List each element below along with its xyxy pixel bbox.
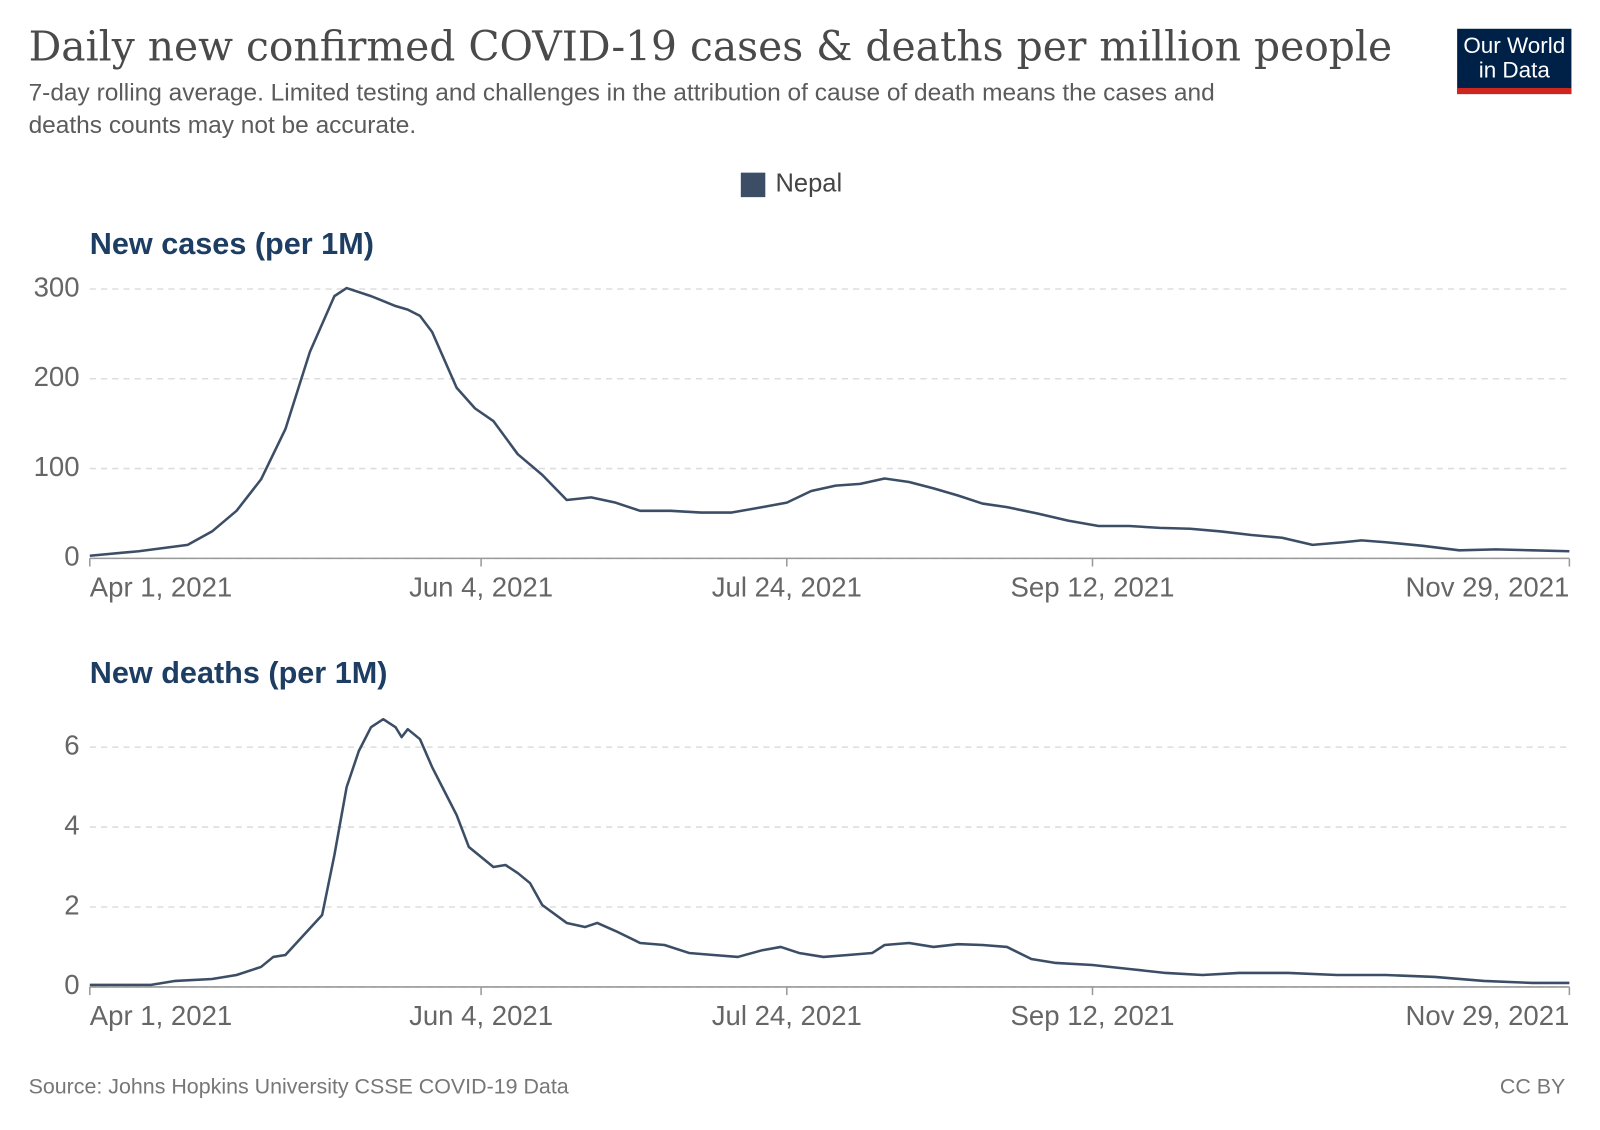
- x-tick-label: Jul 24, 2021: [712, 1000, 862, 1031]
- subtitle: deaths counts may not be accurate.: [29, 112, 417, 139]
- source: Source: Johns Hopkins University CSSE CO…: [29, 1075, 569, 1099]
- data-line: [89, 717, 1570, 987]
- logo-text: Our World: [1463, 33, 1565, 58]
- x-tick-label: Nov 29, 2021: [1406, 571, 1570, 602]
- logo: Our World in Data: [1457, 28, 1572, 95]
- x-tick-label: Apr 1, 2021: [90, 571, 232, 602]
- y-tick-label: 0: [64, 969, 79, 1000]
- y-tick-label: 300: [34, 271, 80, 302]
- y-tick-label: 0: [64, 541, 79, 572]
- chart-title: Daily new confirmed COVID-19 cases & dea…: [29, 23, 1393, 71]
- y-tick-label: 2: [64, 889, 79, 920]
- logo-bar: [1457, 87, 1572, 95]
- legend-label: Nepal: [776, 170, 843, 198]
- x-tick-label: Jun 4, 2021: [409, 571, 553, 602]
- logo-box: [1457, 28, 1572, 95]
- subchart-title: New deaths (per 1M): [90, 656, 388, 690]
- y-tick-label: 4: [64, 809, 79, 840]
- y-tick-label: 100: [34, 451, 80, 482]
- logo-text: in Data: [1479, 58, 1551, 83]
- subchart-title: New cases (per 1M): [90, 227, 374, 261]
- y-tick-label: 6: [64, 729, 79, 760]
- x-tick-label: Sep 12, 2021: [1011, 1000, 1175, 1031]
- data-line: [89, 286, 1570, 557]
- x-tick-label: Jul 24, 2021: [712, 571, 862, 602]
- subtitle: 7-day rolling average. Limited testing a…: [29, 80, 1215, 107]
- x-tick-label: Nov 29, 2021: [1406, 1000, 1570, 1031]
- legend-swatch: [740, 172, 766, 198]
- x-tick-label: Apr 1, 2021: [90, 1000, 232, 1031]
- license: CC BY: [1500, 1075, 1565, 1099]
- x-tick-label: Jun 4, 2021: [409, 1000, 553, 1031]
- x-tick-label: Sep 12, 2021: [1011, 571, 1175, 602]
- y-tick-label: 200: [34, 361, 80, 392]
